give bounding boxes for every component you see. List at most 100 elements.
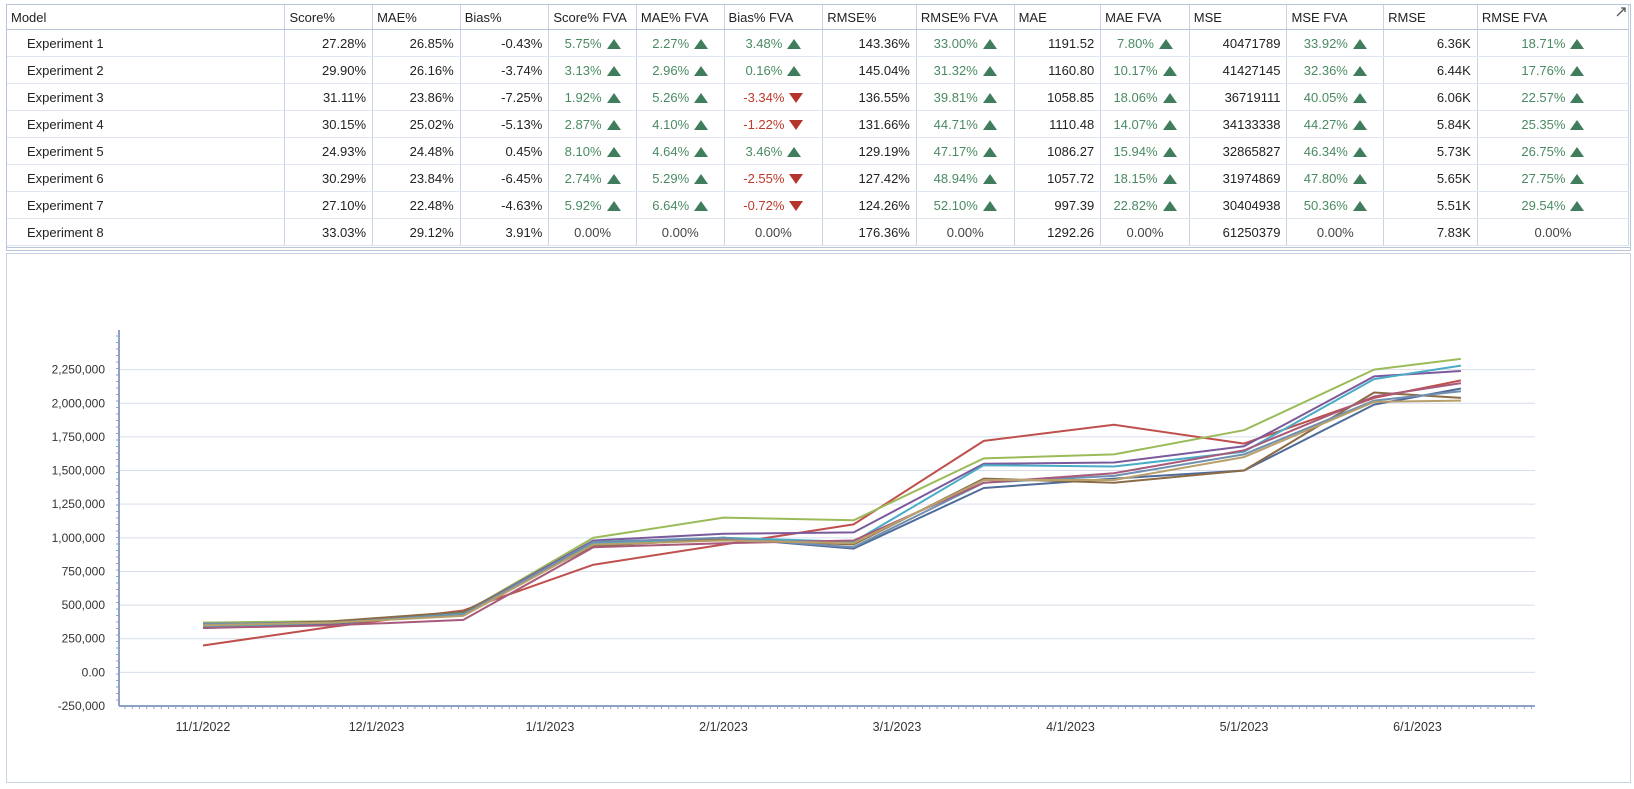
fva-cell: 4.64% [636, 137, 725, 165]
column-header[interactable]: Score% FVA [548, 5, 637, 30]
fva-cell: 26.75% [1477, 137, 1630, 165]
fva-value: -3.34% [743, 89, 785, 105]
series-line [202, 357, 1462, 624]
column-header[interactable]: MSE [1189, 5, 1288, 30]
column-header[interactable]: RMSE% [822, 5, 917, 30]
triangle-up-icon [1162, 147, 1177, 158]
fva-value: 4.64% [652, 143, 690, 159]
metric-cell: 5.73K [1383, 137, 1478, 165]
column-header[interactable]: Bias% FVA [724, 5, 824, 30]
fva-value: -2.55% [743, 170, 785, 186]
fva-cell: 7.80% [1100, 29, 1190, 57]
line-chart-panel: -250,000 0.00 250,000 500,000 750,000 1,000,0… [6, 253, 1631, 783]
fva-cell: 0.00% [916, 218, 1015, 246]
fva-cell: 0.00% [724, 218, 824, 246]
table-body: Experiment 1 27.28% 26.85% -0.43% 5.75% 2.27%… [7, 29, 1630, 246]
metric-cell: 1057.72 [1014, 164, 1102, 192]
model-name-cell: Experiment 6 [7, 164, 286, 192]
table-row[interactable]: Experiment 7 27.10% 22.48% -4.63% 5.92% 6.64%… [7, 191, 1630, 219]
triangle-up-icon [982, 120, 997, 131]
fva-value: 33.92% [1303, 35, 1348, 51]
model-name-cell: Experiment 5 [7, 137, 286, 165]
fva-cell: 50.36% [1286, 191, 1385, 219]
table-row[interactable]: Experiment 6 30.29% 23.84% -6.45% 2.74% 5.29%… [7, 164, 1630, 192]
metric-cell: 30.29% [284, 164, 374, 192]
triangle-up-icon [1570, 39, 1585, 50]
table-row[interactable]: Experiment 3 31.11% 23.86% -7.25% 1.92% 5.26%… [7, 83, 1630, 111]
column-header[interactable]: MSE FVA [1286, 5, 1385, 30]
y-tick-label: 1,500,000 [52, 464, 106, 478]
column-header[interactable]: Score% [284, 5, 374, 30]
triangle-up-icon [1158, 39, 1173, 50]
triangle-up-icon [606, 201, 621, 212]
fva-value: 0.16% [745, 62, 783, 78]
fva-value: 39.81% [933, 89, 978, 105]
fva-value: 26.75% [1521, 143, 1566, 159]
triangle-up-icon [1352, 147, 1367, 158]
table-row[interactable]: Experiment 4 30.15% 25.02% -5.13% 2.87% 4.10%… [7, 110, 1630, 138]
fva-cell: 0.00% [548, 218, 637, 246]
fva-cell: 0.00% [1100, 218, 1190, 246]
column-header[interactable]: Bias% [460, 5, 550, 30]
fva-value: 0.00% [574, 224, 612, 240]
expand-icon[interactable] [1616, 7, 1626, 17]
fva-value: 44.71% [933, 116, 978, 132]
column-header[interactable]: MAE FVA [1100, 5, 1190, 30]
triangle-up-icon [982, 147, 997, 158]
metric-cell: 129.19% [822, 137, 917, 165]
fva-cell: 46.34% [1286, 137, 1385, 165]
metric-cell: 25.02% [372, 110, 461, 138]
model-name-cell: Experiment 2 [7, 56, 286, 84]
model-name-cell: Experiment 8 [7, 218, 286, 246]
column-header[interactable]: RMSE [1383, 5, 1478, 30]
metric-cell: 61250379 [1189, 218, 1288, 246]
metric-cell: 131.66% [822, 110, 917, 138]
triangle-up-icon [982, 39, 997, 50]
metric-cell: -7.25% [460, 83, 550, 111]
triangle-up-icon [694, 120, 709, 131]
column-header[interactable]: MAE% FVA [636, 5, 725, 30]
fva-cell: -3.34% [724, 83, 824, 111]
column-header[interactable]: MAE% [372, 5, 461, 30]
metric-cell: 127.42% [822, 164, 917, 192]
fva-value: 52.10% [933, 197, 978, 213]
fva-value: 3.13% [564, 62, 602, 78]
fva-cell: 22.57% [1477, 83, 1630, 111]
y-tick-label: 1,000,000 [52, 531, 106, 545]
triangle-up-icon [1162, 66, 1177, 77]
fva-value: 18.71% [1521, 35, 1566, 51]
triangle-up-icon [694, 39, 709, 50]
triangle-down-icon [789, 201, 804, 212]
x-tick-label: 12/1/2023 [349, 720, 405, 734]
metric-cell: 136.55% [822, 83, 917, 111]
column-header[interactable]: Model [7, 5, 286, 30]
fva-value: 33.00% [933, 35, 978, 51]
table-row[interactable]: Experiment 5 24.93% 24.48% 0.45% 8.10% 4.64% 3… [7, 137, 1630, 165]
series-line [202, 379, 1462, 647]
metric-cell: -3.74% [460, 56, 550, 84]
column-header[interactable]: RMSE% FVA [916, 5, 1015, 30]
metric-cell: 26.85% [372, 29, 461, 57]
fva-cell: 33.00% [916, 29, 1015, 57]
fva-cell: 2.27% [636, 29, 725, 57]
column-header[interactable]: RMSE FVA [1477, 5, 1630, 30]
fva-value: 1.92% [564, 89, 602, 105]
x-tick-label: 1/1/2023 [526, 720, 575, 734]
fva-cell: 3.13% [548, 56, 637, 84]
triangle-up-icon [1162, 93, 1177, 104]
triangle-up-icon [1162, 174, 1177, 185]
x-tick-label: 2/1/2023 [699, 720, 748, 734]
triangle-up-icon [1570, 66, 1585, 77]
fva-value: 0.00% [1534, 224, 1572, 240]
fva-cell: 3.48% [724, 29, 824, 57]
y-tick-label: 500,000 [62, 598, 106, 612]
metric-cell: -5.13% [460, 110, 550, 138]
fva-value: 22.82% [1113, 197, 1158, 213]
table-row[interactable]: Experiment 8 33.03% 29.12% 3.91% 0.00% 0.00% 0… [7, 218, 1630, 246]
table-row[interactable]: Experiment 1 27.28% 26.85% -0.43% 5.75% 2.27%… [7, 29, 1630, 57]
series-line [202, 387, 1462, 629]
column-header[interactable]: MAE [1014, 5, 1102, 30]
metric-cell: 40471789 [1189, 29, 1288, 57]
fva-value: 46.34% [1303, 143, 1348, 159]
table-row[interactable]: Experiment 2 29.90% 26.16% -3.74% 3.13% 2.96%… [7, 56, 1630, 84]
